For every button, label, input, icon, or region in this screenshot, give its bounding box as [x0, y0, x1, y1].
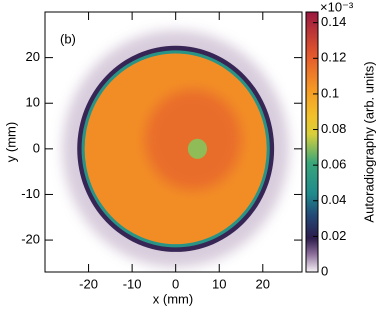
heat-region — [187, 138, 208, 159]
y-tick-label: 10 — [26, 95, 40, 110]
y-axis-label: y (mm) — [3, 122, 18, 162]
panel-label: (b) — [60, 31, 76, 46]
x-tick-label: 0 — [172, 276, 179, 291]
colorbar-tick-label: 0.12 — [321, 50, 346, 65]
x-tick-label: -20 — [79, 276, 98, 291]
colorbar-multiplier: ×10⁻³ — [320, 0, 354, 14]
y-tick-label: -20 — [21, 232, 40, 247]
x-tick-label: 20 — [256, 276, 270, 291]
colorbar-label: Autoradiography (arb. units) — [361, 61, 376, 222]
colorbar-tick-label: 0.1 — [321, 85, 339, 100]
x-axis-label: x (mm) — [153, 291, 193, 306]
heatmap — [62, 30, 289, 268]
colorbar-tick-label: 0 — [321, 263, 328, 278]
y-tick-label: -10 — [21, 186, 40, 201]
x-tick-label: 10 — [212, 276, 226, 291]
colorbar-tick-label: 0.14 — [321, 14, 346, 29]
y-tick-label: 20 — [26, 49, 40, 64]
colorbar — [305, 11, 319, 273]
colorbar-tick-label: 0.04 — [321, 192, 346, 207]
heat-region — [145, 89, 242, 190]
x-tick-label: -10 — [123, 276, 142, 291]
colorbar-tick-label: 0.06 — [321, 157, 346, 172]
colorbar-tick-label: 0.08 — [321, 121, 346, 136]
y-tick-label: 0 — [33, 140, 40, 155]
colorbar-tick-label: 0.02 — [321, 228, 346, 243]
plot-frame — [44, 11, 303, 273]
